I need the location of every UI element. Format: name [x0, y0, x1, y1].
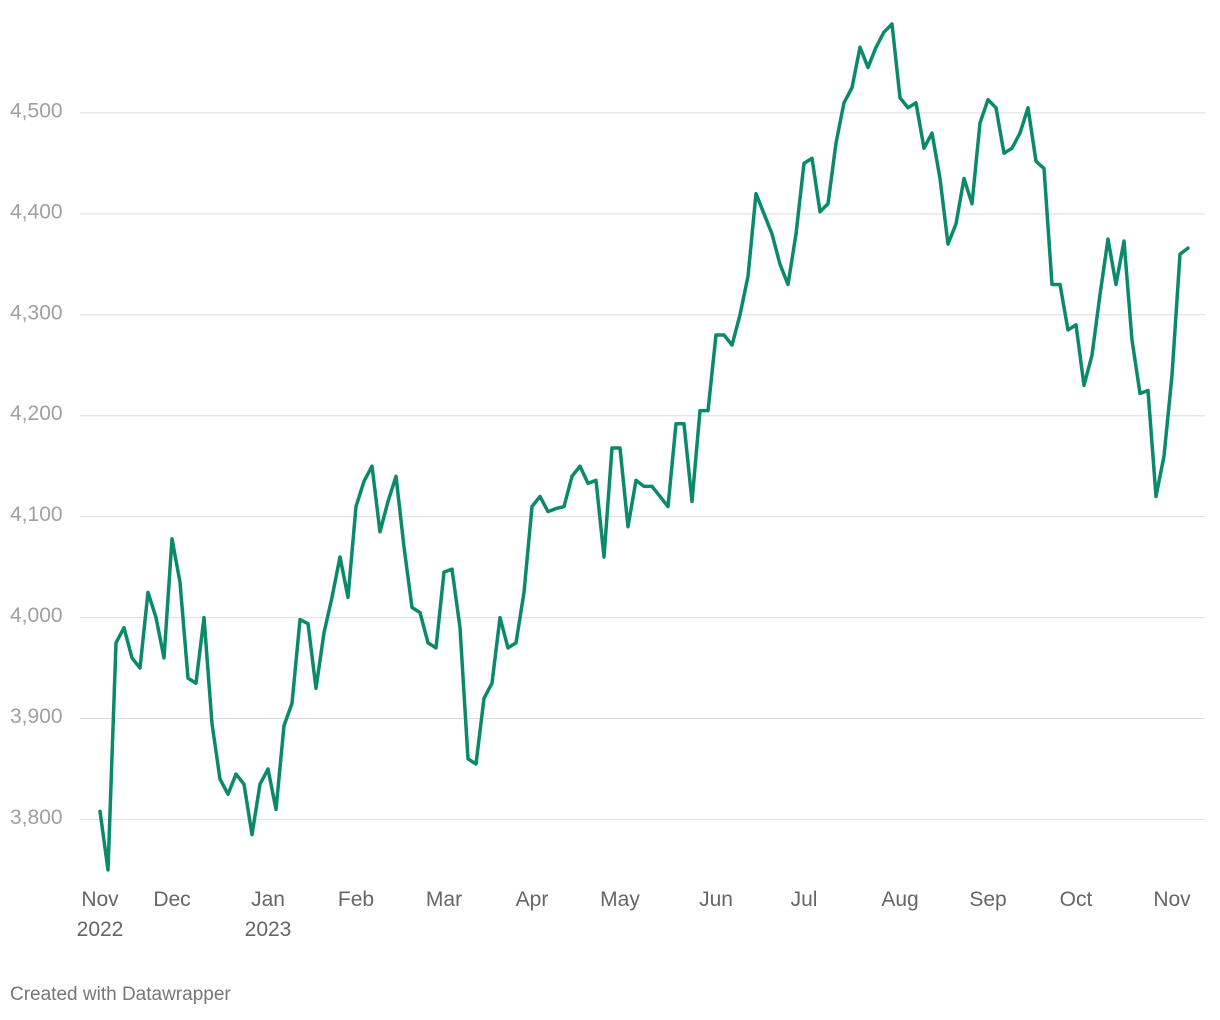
footer: Created with Datawrapper	[10, 984, 231, 1005]
y-tick-label: 3,800	[10, 806, 63, 829]
y-tick-label: 4,500	[10, 99, 63, 122]
y-tick-label: 4,300	[10, 301, 63, 324]
x-tick-label: Apr	[515, 888, 549, 911]
x-tick-label: Mar	[425, 888, 463, 911]
x-tick-label: Aug	[881, 888, 919, 911]
x-tick-label: May	[600, 888, 640, 911]
x-tick-label: Nov	[1153, 888, 1191, 911]
y-tick-label: 3,900	[10, 705, 63, 728]
line	[98, 22, 1190, 872]
x-tick-label: Oct	[1059, 888, 1093, 911]
y-tick-label: 4,400	[10, 200, 63, 223]
y-tick-label: 4,000	[10, 604, 63, 627]
x-tick-label: Sep	[969, 888, 1007, 911]
x-tick-label: Jun	[699, 888, 733, 911]
x-tick-label: Dec	[153, 888, 191, 911]
x-tick-label: Nov 2022	[76, 888, 124, 941]
y-tick-label: 4,200	[10, 402, 63, 425]
y-tick-label: 4,100	[10, 503, 63, 526]
x-tick-label: Jul	[790, 888, 818, 911]
x-tick-label: Feb	[337, 888, 375, 911]
x-tick-label: Jan 2023	[244, 888, 292, 941]
